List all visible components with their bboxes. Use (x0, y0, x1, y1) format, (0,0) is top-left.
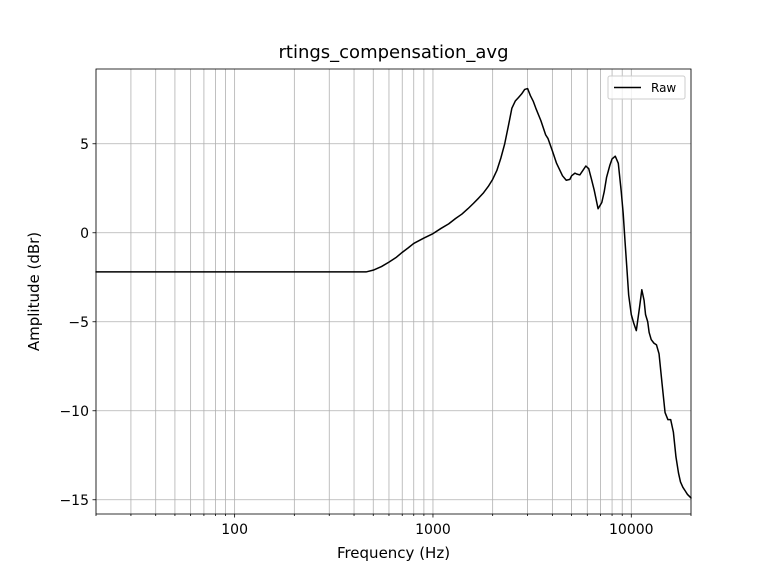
x-tick-label: 1000 (415, 522, 451, 538)
y-axis-label: Amplitude (dBr) (25, 232, 43, 351)
chart-title: rtings_compensation_avg (278, 42, 508, 63)
series-layer (95, 87, 692, 499)
y-tick-label: −10 (59, 404, 89, 420)
legend: Raw (607, 75, 686, 100)
ticks: 5 0 −5 −10 −15 100 1000 10000 (59, 137, 692, 538)
y-tick-label: −5 (68, 315, 89, 331)
y-tick-label: 0 (80, 226, 89, 242)
y-tick-label: 5 (80, 137, 89, 153)
series-line-raw (95, 87, 692, 499)
grid (95, 69, 692, 514)
y-tick-label: −15 (59, 493, 89, 509)
x-tick-label: 100 (221, 522, 248, 538)
x-axis-label: Frequency (Hz) (337, 544, 450, 562)
axes-frame (95, 68, 692, 515)
x-tick-label: 10000 (609, 522, 654, 538)
legend-label-raw: Raw (651, 81, 676, 95)
legend-box (607, 75, 686, 100)
